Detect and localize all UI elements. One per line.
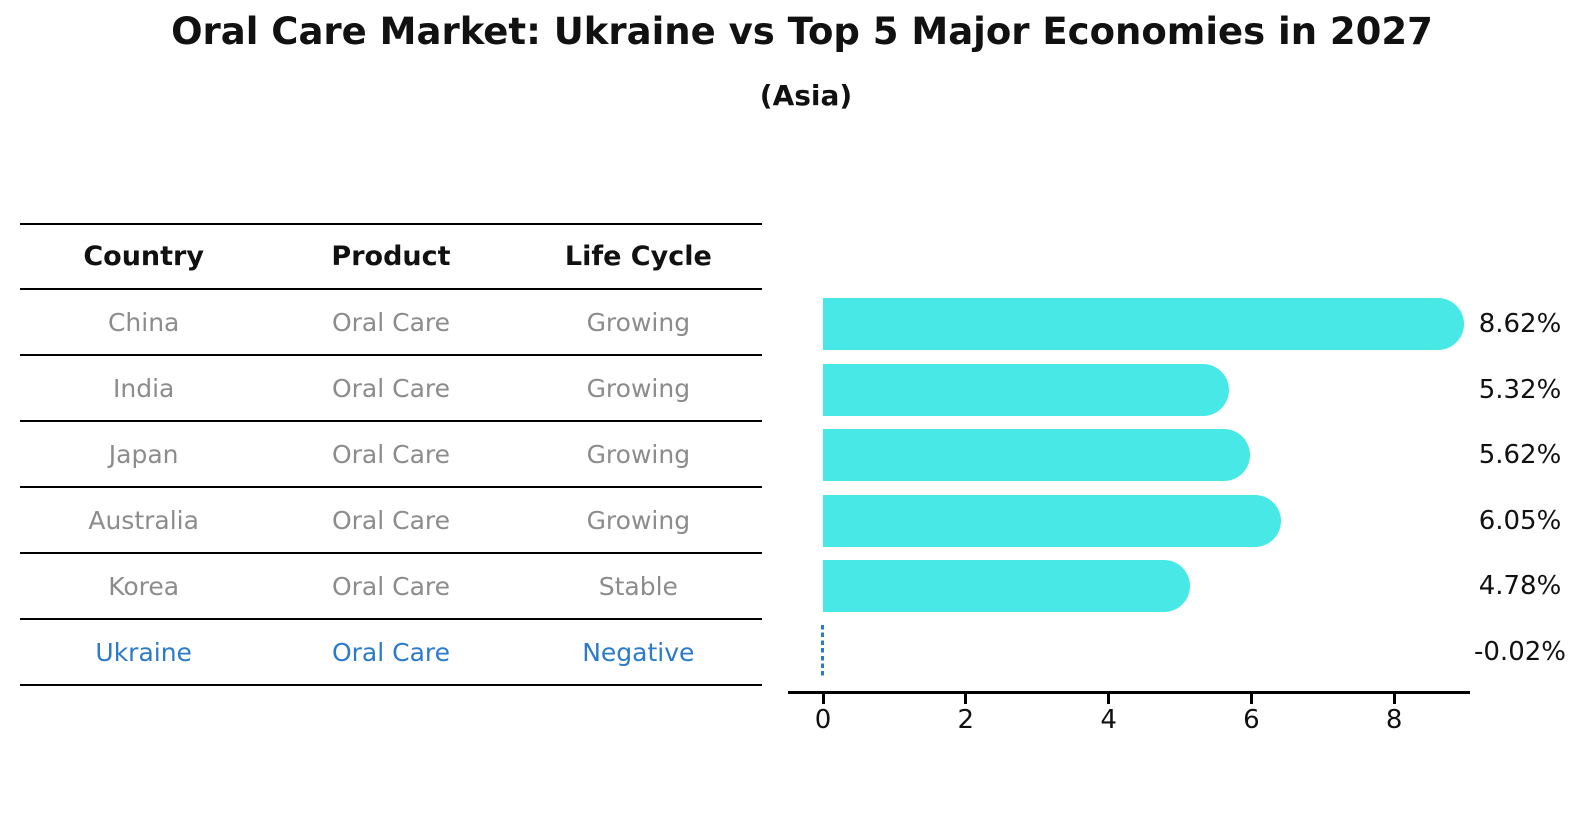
x-axis-tick (1107, 694, 1111, 704)
bar (823, 363, 1229, 416)
x-axis-tick-label: 0 (814, 705, 832, 735)
table-row: China Oral Care Growing (20, 290, 762, 356)
cell-country: Australia (88, 505, 199, 535)
cell-life-cycle: Negative (582, 637, 695, 667)
x-axis-tick (1249, 694, 1253, 704)
value-label: 5.62% (1478, 440, 1562, 471)
chart-title: Oral Care Market: Ukraine vs Top 5 Major… (171, 10, 1433, 53)
x-axis-tick-label: 8 (1385, 705, 1403, 735)
x-axis-tick (821, 694, 825, 704)
data-table: Country Product Life Cycle China Oral Ca… (20, 223, 762, 686)
header-cell-country: Country (83, 241, 204, 272)
cell-country: Japan (108, 439, 179, 469)
cell-life-cycle: Stable (598, 571, 678, 601)
bar (823, 494, 1281, 547)
cell-life-cycle: Growing (586, 307, 691, 337)
cell-country: Ukraine (95, 637, 192, 667)
bar (823, 298, 1465, 350)
highlight-dashed-bar (821, 625, 824, 679)
header-cell-product: Product (331, 241, 451, 272)
table-row: Australia Oral Care Growing (20, 488, 762, 554)
bar (823, 429, 1251, 482)
cell-country: China (107, 307, 180, 337)
value-label: 5.32% (1478, 374, 1562, 405)
cell-product: Oral Care (331, 439, 451, 469)
cell-country: India (112, 373, 175, 403)
table-row: Ukraine Oral Care Negative (20, 620, 762, 686)
x-axis-line (788, 691, 1470, 694)
cell-product: Oral Care (331, 637, 451, 667)
cell-product: Oral Care (331, 505, 451, 535)
value-label: 4.78% (1478, 571, 1562, 602)
header-cell-life-cycle: Life Cycle (564, 241, 712, 272)
table-row: India Oral Care Growing (20, 356, 762, 422)
table-row: Korea Oral Care Stable (20, 554, 762, 620)
cell-product: Oral Care (331, 307, 451, 337)
cell-product: Oral Care (331, 571, 451, 601)
x-axis-tick-label: 2 (957, 705, 975, 735)
table-row: Japan Oral Care Growing (20, 422, 762, 488)
x-axis-tick (1392, 694, 1396, 704)
chart-subtitle: (Asia) (759, 79, 853, 112)
cell-life-cycle: Growing (586, 439, 691, 469)
value-label: 8.62% (1478, 309, 1562, 339)
x-axis-tick-label: 6 (1243, 705, 1260, 735)
cell-life-cycle: Growing (586, 505, 691, 535)
value-label: -0.02% (1474, 637, 1566, 667)
cell-product: Oral Care (331, 373, 451, 403)
value-label: 6.05% (1478, 505, 1562, 536)
bar (823, 560, 1191, 613)
x-axis-tick (964, 694, 968, 704)
x-axis-tick-label: 4 (1100, 705, 1117, 735)
cell-country: Korea (108, 571, 180, 601)
table-header-row: Country Product Life Cycle (20, 225, 762, 290)
cell-life-cycle: Growing (586, 373, 691, 403)
